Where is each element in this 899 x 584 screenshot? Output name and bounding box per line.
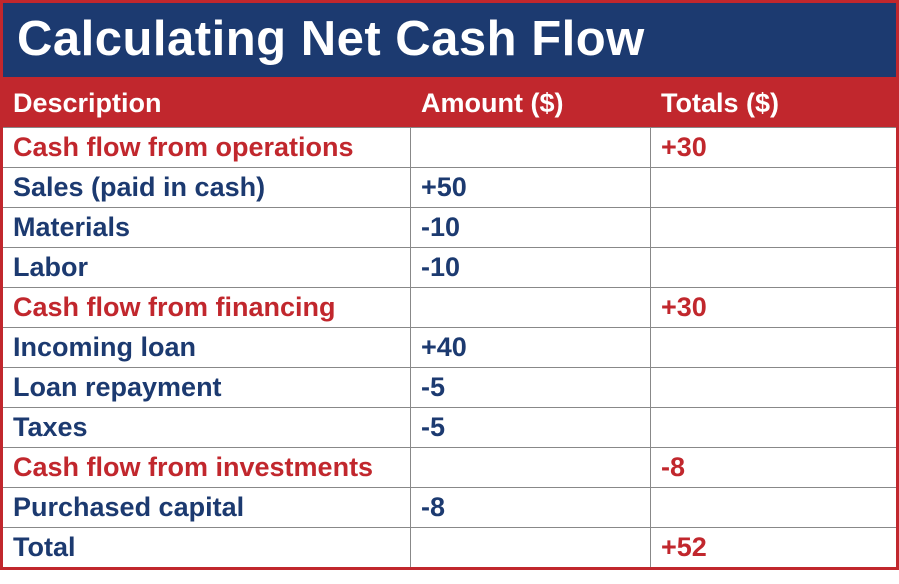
table-row: Materials-10 bbox=[3, 207, 896, 247]
cell-amount: -5 bbox=[411, 368, 651, 407]
cell-total bbox=[651, 168, 896, 207]
cell-description: Sales (paid in cash) bbox=[3, 168, 411, 207]
cell-amount bbox=[411, 288, 651, 327]
table-row: Purchased capital-8 bbox=[3, 487, 896, 527]
cell-total: -8 bbox=[651, 448, 896, 487]
header-description: Description bbox=[3, 80, 411, 127]
cell-description: Total bbox=[3, 528, 411, 567]
table-row: Labor-10 bbox=[3, 247, 896, 287]
table-row: Sales (paid in cash)+50 bbox=[3, 167, 896, 207]
cell-amount: -10 bbox=[411, 248, 651, 287]
table-row: Taxes-5 bbox=[3, 407, 896, 447]
table-header: Description Amount ($) Totals ($) bbox=[3, 80, 896, 127]
cell-description: Cash flow from investments bbox=[3, 448, 411, 487]
cell-description: Labor bbox=[3, 248, 411, 287]
table-row: Loan repayment-5 bbox=[3, 367, 896, 407]
cell-description: Incoming loan bbox=[3, 328, 411, 367]
cell-amount bbox=[411, 128, 651, 167]
cell-total bbox=[651, 408, 896, 447]
cell-description: Materials bbox=[3, 208, 411, 247]
header-amount: Amount ($) bbox=[411, 80, 651, 127]
table-row: Cash flow from investments -8 bbox=[3, 447, 896, 487]
cell-amount: +40 bbox=[411, 328, 651, 367]
header-totals: Totals ($) bbox=[651, 80, 896, 127]
cell-total bbox=[651, 368, 896, 407]
cell-description: Cash flow from financing bbox=[3, 288, 411, 327]
cell-amount: +50 bbox=[411, 168, 651, 207]
cell-amount: -10 bbox=[411, 208, 651, 247]
cell-description: Loan repayment bbox=[3, 368, 411, 407]
table-row: Cash flow from financing +30 bbox=[3, 287, 896, 327]
cell-total bbox=[651, 328, 896, 367]
cell-description: Cash flow from operations bbox=[3, 128, 411, 167]
cell-amount bbox=[411, 448, 651, 487]
cell-amount: -5 bbox=[411, 408, 651, 447]
cashflow-table: Calculating Net Cash Flow Description Am… bbox=[0, 0, 899, 570]
cell-description: Purchased capital bbox=[3, 488, 411, 527]
cell-amount: -8 bbox=[411, 488, 651, 527]
cell-amount bbox=[411, 528, 651, 567]
page-title: Calculating Net Cash Flow bbox=[3, 3, 896, 80]
table-row: Total +52 bbox=[3, 527, 896, 567]
cell-total bbox=[651, 248, 896, 287]
cell-total bbox=[651, 208, 896, 247]
table-row: Cash flow from operations +30 bbox=[3, 127, 896, 167]
cell-description: Taxes bbox=[3, 408, 411, 447]
table-row: Incoming loan+40 bbox=[3, 327, 896, 367]
cell-total: +30 bbox=[651, 128, 896, 167]
cell-total: +30 bbox=[651, 288, 896, 327]
cell-total: +52 bbox=[651, 528, 896, 567]
cell-total bbox=[651, 488, 896, 527]
table-body: Cash flow from operations+30Sales (paid … bbox=[3, 127, 896, 567]
